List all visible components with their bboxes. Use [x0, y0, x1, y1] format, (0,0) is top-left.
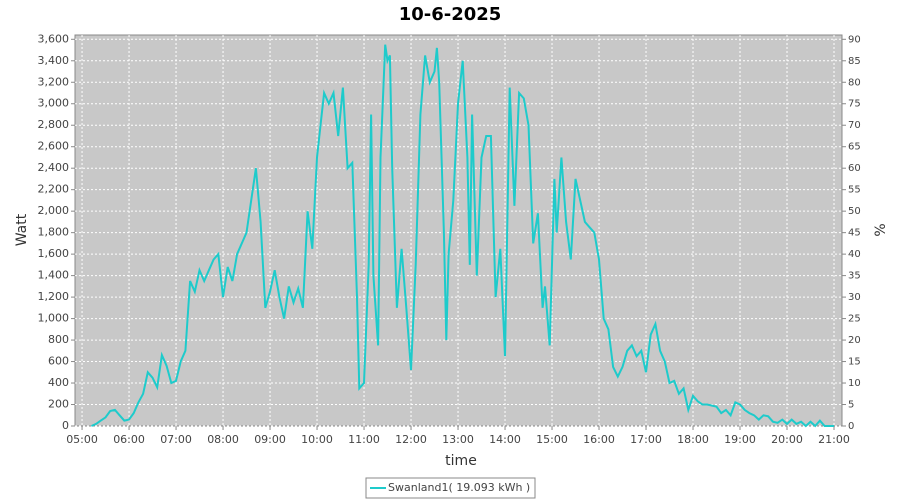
x-axis-label: time	[445, 453, 477, 469]
y-tick-label: 400	[48, 376, 69, 389]
y-tick-label: 2,800	[38, 118, 70, 131]
x-tick-label: 05:00	[66, 433, 98, 446]
x-tick-label: 08:00	[207, 433, 239, 446]
x-tick-label: 09:00	[254, 433, 286, 446]
chart-title: 10-6-2025	[399, 4, 502, 25]
y-tick-label: 2,600	[38, 140, 70, 153]
x-tick-label: 10:00	[301, 433, 333, 446]
y-tick-label: 800	[48, 333, 69, 346]
x-tick-label: 17:00	[630, 433, 662, 446]
x-tick-label: 16:00	[583, 433, 615, 446]
y2-tick-label: 10	[848, 378, 861, 389]
y2-tick-label: 5	[848, 400, 854, 411]
y2-tick-label: 65	[848, 142, 861, 153]
legend-box	[365, 477, 536, 499]
y2-tick-label: 45	[848, 228, 861, 239]
y-tick-label: 3,400	[38, 54, 70, 67]
y2-tick-label: 90	[848, 34, 861, 45]
x-tick-label: 11:00	[348, 433, 380, 446]
y-tick-label: 600	[48, 355, 69, 368]
x-tick-label: 12:00	[395, 433, 427, 446]
y-tick-label: 1,400	[38, 269, 70, 282]
y-tick-label: 1,200	[38, 290, 70, 303]
y-tick-label: 200	[48, 398, 69, 411]
x-tick-label: 18:00	[677, 433, 709, 446]
y2-tick-label: 35	[848, 271, 861, 282]
y2-tick-label: 85	[848, 56, 861, 67]
y2-tick-label: 80	[848, 77, 861, 88]
y-tick-label: 3,600	[38, 32, 70, 45]
x-tick-label: 21:00	[818, 433, 850, 446]
y2-tick-label: 60	[848, 163, 861, 174]
y2-axis-label: %	[873, 223, 889, 236]
y-tick-label: 2,000	[38, 204, 70, 217]
x-tick-label: 06:00	[113, 433, 145, 446]
data-line	[90, 44, 834, 428]
legend-label: Swanland1( 19.093 kWh )	[388, 481, 530, 494]
x-tick-label: 13:00	[442, 433, 474, 446]
y2-tick-label: 20	[848, 335, 861, 346]
y-tick-label: 3,000	[38, 97, 70, 110]
y-tick-label: 1,600	[38, 247, 70, 260]
y-tick-label: 1,000	[38, 312, 70, 325]
x-tick-label: 19:00	[724, 433, 756, 446]
y-tick-label: 0	[62, 419, 69, 432]
y2-tick-label: 75	[848, 99, 861, 110]
y2-tick-label: 0	[848, 421, 854, 432]
y2-tick-label: 25	[848, 314, 861, 325]
x-tick-label: 07:00	[160, 433, 192, 446]
y2-tick-label: 70	[848, 120, 861, 131]
y-tick-label: 2,200	[38, 183, 70, 196]
y-tick-label: 2,400	[38, 161, 70, 174]
y2-tick-label: 30	[848, 292, 861, 303]
x-tick-label: 20:00	[771, 433, 803, 446]
y2-tick-label: 40	[848, 249, 861, 260]
y2-tick-label: 55	[848, 185, 861, 196]
y-tick-label: 1,800	[38, 226, 70, 239]
x-tick-label: 14:00	[489, 433, 521, 446]
x-tick-label: 15:00	[536, 433, 568, 446]
y-tick-label: 3,200	[38, 75, 70, 88]
y2-tick-label: 15	[848, 357, 861, 368]
y-axis-label: Watt	[14, 213, 30, 246]
y2-tick-label: 50	[848, 206, 861, 217]
